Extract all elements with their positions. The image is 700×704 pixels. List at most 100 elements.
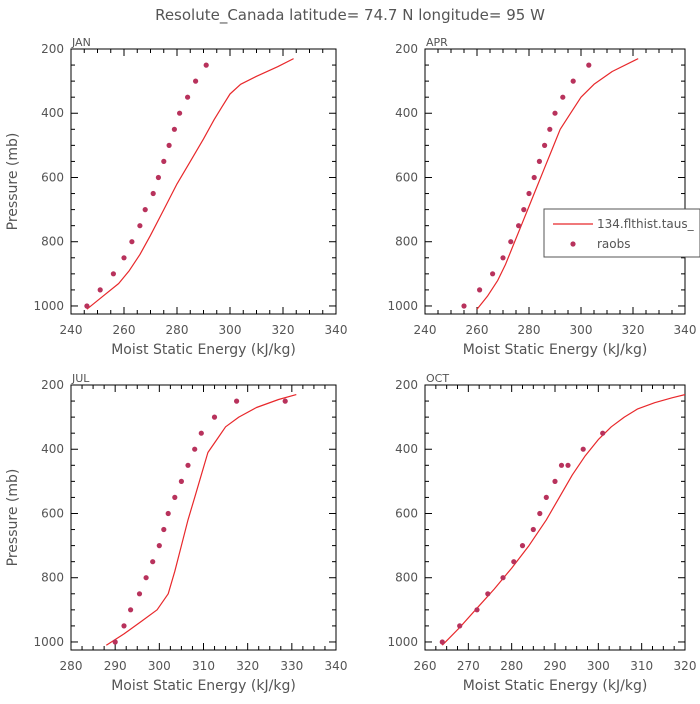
- x-tick-label-apr: 260: [466, 323, 489, 337]
- raobs-point-oct: [474, 607, 480, 613]
- y-tick-label-jul: 600: [41, 506, 64, 520]
- raobs-point-oct: [543, 494, 549, 500]
- raobs-point-oct: [580, 446, 586, 452]
- y-axis-label-jan: Pressure (mb): [5, 133, 21, 231]
- x-tick-label-apr: 300: [570, 323, 593, 337]
- raobs-point-apr: [542, 142, 548, 148]
- raobs-point-apr: [560, 94, 566, 100]
- raobs-point-jul: [185, 462, 191, 468]
- raobs-point-jan: [161, 158, 167, 164]
- raobs-point-jan: [203, 62, 209, 68]
- raobs-point-apr: [516, 223, 522, 229]
- plot-frame-oct: [424, 384, 686, 651]
- x-tick-label-jul: 320: [236, 659, 259, 673]
- x-tick-label-jul: 310: [192, 659, 215, 673]
- y-tick-label-jul: 1000: [33, 635, 64, 649]
- y-tick-label-apr: 1000: [387, 299, 418, 313]
- legend: 134.flthist.taus_ raobs: [543, 208, 700, 258]
- legend-line-label: 134.flthist.taus_: [597, 217, 695, 231]
- model-line-jul: [105, 394, 297, 646]
- raobs-point-apr: [586, 62, 592, 68]
- raobs-point-jul: [121, 623, 127, 629]
- raobs-point-jul: [143, 575, 149, 581]
- raobs-point-jan: [155, 174, 161, 181]
- x-tick-label-apr: 320: [622, 323, 645, 337]
- raobs-point-oct: [552, 478, 558, 484]
- raobs-point-oct: [485, 591, 491, 597]
- x-tick-label-jul: 330: [280, 659, 303, 673]
- raobs-point-apr: [477, 287, 483, 293]
- raobs-point-apr: [526, 190, 532, 197]
- y-tick-label-jan: 400: [41, 106, 64, 120]
- x-tick-label-jul: 340: [325, 659, 348, 673]
- raobs-point-jul: [192, 446, 198, 452]
- y-tick-label-jan: 600: [41, 170, 64, 184]
- raobs-point-apr: [536, 158, 543, 164]
- panel-label-oct: OCT: [426, 372, 449, 385]
- y-tick-label-apr: 400: [395, 106, 418, 120]
- raobs-point-apr: [500, 255, 506, 261]
- x-tick-label-jan: 260: [113, 323, 136, 337]
- raobs-point-oct: [439, 639, 445, 645]
- raobs-point-oct: [519, 543, 526, 549]
- raobs-point-apr: [552, 110, 558, 116]
- y-tick-label-apr: 800: [395, 235, 418, 249]
- plot-frame-jul: [70, 384, 337, 651]
- x-axis-label-oct: Moist Static Energy (kJ/kg): [463, 678, 648, 694]
- raobs-point-jan: [150, 190, 156, 197]
- panel-label-jan: JAN: [71, 36, 91, 49]
- x-tick-label-jul: 290: [104, 659, 127, 673]
- legend-dot-label: raobs: [597, 237, 631, 251]
- x-tick-label-jul: 280: [60, 659, 83, 673]
- legend-box: [543, 208, 700, 258]
- x-tick-label-oct: 260: [414, 659, 437, 673]
- raobs-point-oct: [565, 462, 571, 468]
- raobs-point-jan: [171, 126, 177, 132]
- y-tick-label-apr: 200: [395, 42, 418, 56]
- raobs-point-apr: [490, 271, 496, 277]
- raobs-point-jan: [84, 303, 90, 309]
- raobs-point-apr: [531, 174, 537, 181]
- raobs-point-oct: [537, 510, 543, 517]
- raobs-point-apr: [570, 78, 576, 84]
- y-tick-label-oct: 600: [395, 506, 418, 520]
- model-line-apr: [476, 58, 639, 310]
- raobs-point-jul: [165, 510, 171, 517]
- y-tick-label-oct: 800: [395, 571, 418, 585]
- x-tick-label-oct: 280: [500, 659, 523, 673]
- raobs-point-oct: [530, 526, 536, 533]
- raobs-point-jan: [110, 271, 116, 277]
- raobs-point-jan: [177, 110, 183, 116]
- y-axis-label-jul: Pressure (mb): [5, 469, 21, 567]
- x-tick-label-oct: 300: [587, 659, 610, 673]
- raobs-point-jul: [136, 591, 143, 597]
- raobs-point-jul: [150, 559, 156, 565]
- model-line-oct: [441, 394, 685, 646]
- x-axis-label-apr: Moist Static Energy (kJ/kg): [463, 342, 648, 358]
- x-tick-label-apr: 340: [674, 323, 697, 337]
- raobs-point-oct: [500, 575, 506, 581]
- raobs-point-jul: [282, 398, 288, 404]
- raobs-point-apr: [461, 303, 467, 309]
- x-axis-label-jul: Moist Static Energy (kJ/kg): [111, 678, 296, 694]
- raobs-point-jul: [128, 607, 134, 613]
- raobs-point-jul: [234, 398, 240, 404]
- raobs-point-oct: [511, 559, 517, 565]
- x-tick-label-jul: 300: [148, 659, 171, 673]
- panel-apr: APR 240 260 280 300 320 340 200 400 600 800 1000 Moi…: [387, 36, 696, 358]
- panel-oct: OCT 260 270 280 290 300 310 320 200 400 600 800 1000…: [387, 372, 696, 694]
- raobs-point-apr: [547, 126, 553, 132]
- x-tick-label-jan: 300: [219, 323, 242, 337]
- raobs-point-apr: [508, 239, 514, 245]
- y-tick-label-jan: 1000: [33, 299, 64, 313]
- raobs-point-jul: [198, 430, 204, 436]
- panel-label-apr: APR: [426, 36, 448, 49]
- plot-frame-jan: [70, 48, 337, 315]
- y-tick-label-jan: 800: [41, 235, 64, 249]
- raobs-point-jan: [97, 287, 103, 293]
- chart-title: Resolute_Canada latitude= 74.7 N longitu…: [155, 6, 545, 25]
- y-tick-label-jul: 200: [41, 378, 64, 392]
- raobs-point-oct: [457, 623, 463, 629]
- raobs-point-oct: [558, 462, 565, 468]
- raobs-point-apr: [521, 207, 527, 213]
